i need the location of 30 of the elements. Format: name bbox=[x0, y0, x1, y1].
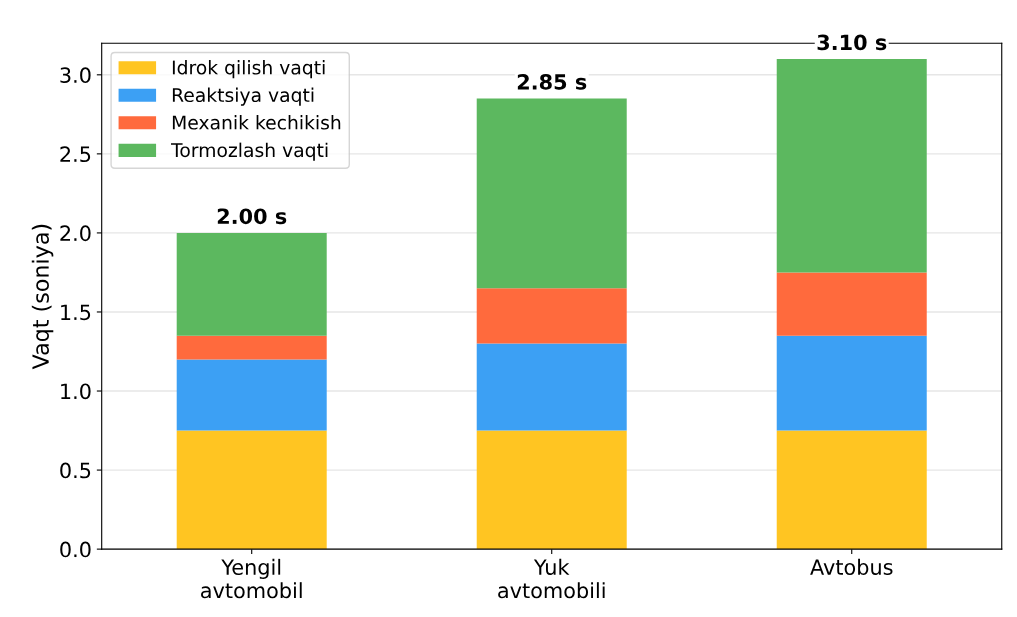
bar bbox=[776, 335, 927, 431]
y-axis-title: Vaqt (soniya) bbox=[31, 224, 54, 370]
total-label: 2.00 s bbox=[217, 208, 287, 225]
legend-label: Reaktsiya vaqti bbox=[172, 87, 314, 106]
x-tick-label: Yengil avtomobil bbox=[201, 558, 302, 599]
bar bbox=[176, 232, 327, 336]
bar bbox=[776, 430, 927, 550]
total-label: 3.10 s bbox=[817, 34, 887, 51]
legend-label: Mexanik kechikish bbox=[172, 115, 341, 130]
y-tick-label: 1.5 bbox=[61, 304, 91, 321]
total-label: 2.85 s bbox=[517, 73, 587, 90]
y-tick-label: 2.5 bbox=[60, 146, 91, 163]
y-tick-label: 0.0 bbox=[60, 541, 91, 558]
bar bbox=[476, 288, 627, 344]
bar bbox=[176, 335, 327, 360]
bar bbox=[476, 343, 627, 431]
x-tick-label: Avtobus bbox=[810, 558, 893, 575]
y-tick-label: 0.5 bbox=[60, 462, 91, 479]
legend-label: Idrok qilish vaqti bbox=[172, 60, 325, 79]
bar bbox=[176, 430, 327, 550]
bar bbox=[176, 359, 327, 431]
y-tick-label: 3.0 bbox=[60, 67, 91, 84]
bar bbox=[476, 430, 627, 550]
x-tick-label: Yuk avtomobili bbox=[498, 558, 605, 599]
bar bbox=[776, 59, 927, 273]
y-tick-label: 1.0 bbox=[61, 383, 91, 400]
y-tick-label: 2.0 bbox=[60, 225, 91, 242]
bar bbox=[476, 98, 627, 289]
bar bbox=[776, 272, 927, 336]
legend-label: Tormozlash vaqti bbox=[171, 142, 328, 161]
